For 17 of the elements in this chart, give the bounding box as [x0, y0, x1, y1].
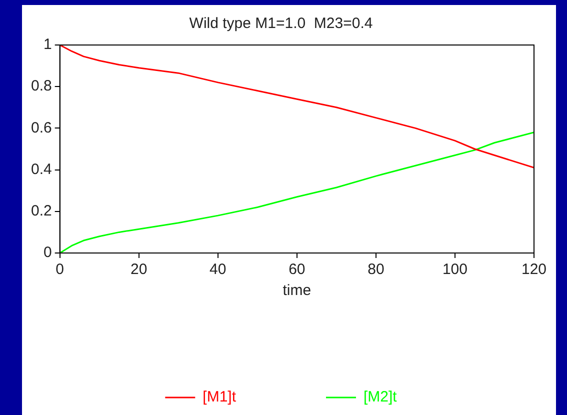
- x-tick-label: 0: [56, 261, 64, 278]
- x-axis-title: time: [282, 282, 312, 300]
- legend-label: [M2]t: [364, 388, 398, 406]
- x-tick-label: 20: [130, 261, 148, 278]
- y-tick-label: 0.8: [30, 78, 52, 95]
- y-tick-label: 0: [44, 244, 52, 262]
- y-tick-label: 0.2: [30, 202, 52, 220]
- chart-title: Wild type M1=1.0 M23=0.4: [189, 15, 373, 32]
- legend-label: [M1]t: [202, 388, 237, 406]
- x-tick-label: 60: [288, 261, 306, 278]
- x-tick-label: 100: [442, 261, 468, 278]
- x-tick-label: 40: [210, 261, 226, 278]
- y-tick-label: 1: [44, 36, 52, 54]
- x-tick-label: 80: [368, 261, 384, 278]
- y-tick-label: 0.6: [30, 119, 52, 136]
- y-tick-label: 0.4: [30, 160, 52, 178]
- x-tick-label: 120: [521, 261, 547, 278]
